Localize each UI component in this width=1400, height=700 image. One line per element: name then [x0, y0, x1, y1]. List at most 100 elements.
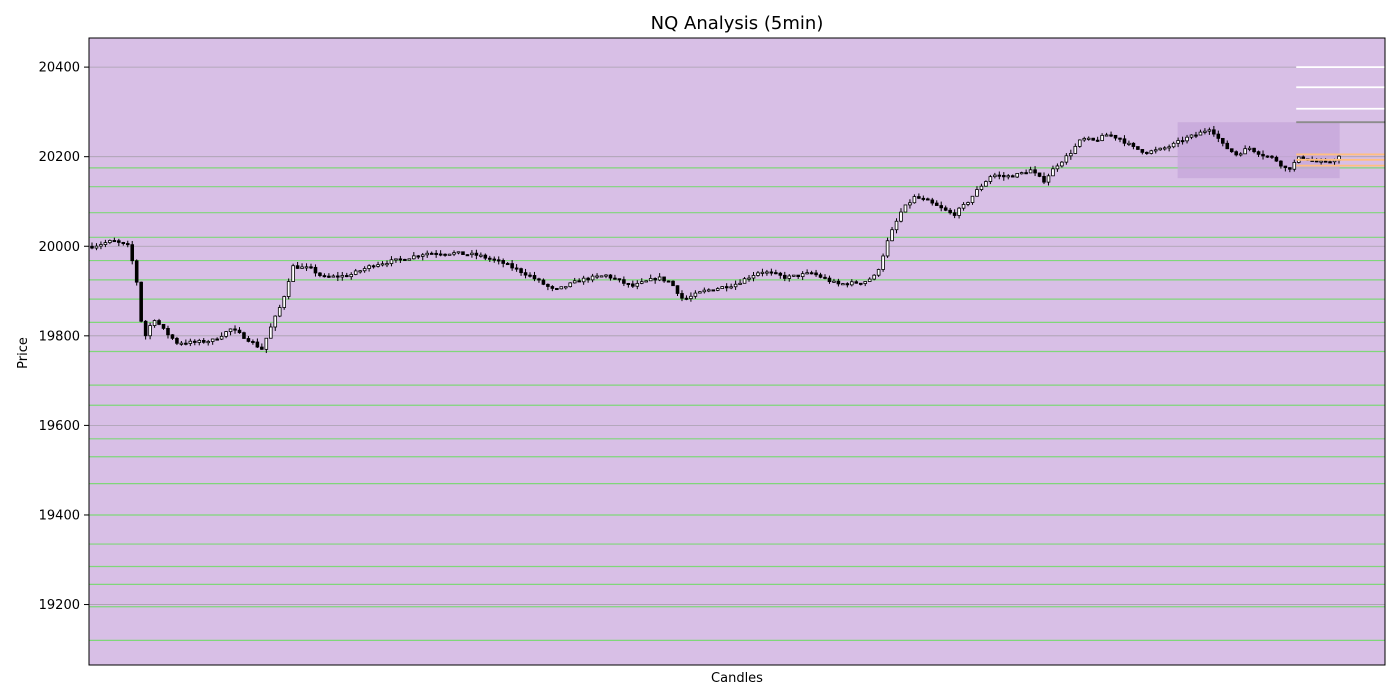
candle-body [184, 342, 188, 345]
candle [827, 275, 832, 284]
candle [210, 338, 215, 345]
candle-body [461, 251, 465, 255]
candle [501, 258, 505, 268]
candle-body [1171, 142, 1176, 148]
candle [193, 339, 197, 346]
candle-body [756, 272, 760, 276]
candle-body [590, 275, 595, 281]
candle-body [782, 274, 787, 279]
candle-body [523, 272, 528, 276]
candle-body [631, 283, 635, 287]
candle [957, 206, 961, 219]
candle-body [917, 196, 921, 199]
candle-body [510, 263, 514, 269]
candle [103, 239, 108, 248]
candle-body [666, 280, 671, 283]
candle-body [1203, 130, 1207, 133]
candle-body [993, 174, 997, 178]
candle [429, 251, 434, 255]
candle [961, 202, 966, 211]
candle [1060, 160, 1064, 168]
candle-body [966, 202, 970, 205]
candle-body [1292, 162, 1297, 170]
candle [756, 271, 760, 277]
candle [108, 239, 112, 245]
candle-body [1136, 146, 1140, 150]
candle [233, 325, 237, 334]
candle [970, 195, 975, 205]
candle [832, 278, 836, 283]
candle-body [1060, 161, 1064, 167]
candle-body [242, 332, 246, 339]
candle [1158, 147, 1163, 151]
candle [568, 282, 573, 288]
candle-body [1301, 156, 1306, 160]
candle [577, 278, 581, 283]
candle-body [1046, 175, 1051, 183]
candle [948, 207, 952, 215]
candle [908, 199, 912, 209]
candle-body [671, 280, 675, 287]
candle-body [219, 335, 224, 340]
candle [1104, 132, 1109, 137]
candle [751, 271, 756, 282]
candle [398, 255, 403, 263]
candle-body [1274, 156, 1279, 162]
candle-body [1100, 134, 1104, 142]
candle-body [501, 260, 505, 264]
candle-body [412, 255, 416, 260]
candle [1234, 150, 1238, 157]
candle [581, 275, 586, 285]
candle [1037, 172, 1042, 178]
candle-body [492, 258, 497, 261]
candle [134, 259, 139, 286]
candle [537, 277, 541, 283]
candle-body [193, 340, 197, 343]
candle [371, 264, 376, 269]
candle [242, 331, 246, 339]
candle [809, 270, 814, 275]
candle-body [926, 198, 930, 201]
candle [1042, 172, 1046, 185]
candle [344, 272, 349, 278]
candle [1051, 165, 1055, 177]
candle [993, 172, 997, 179]
candle [917, 193, 921, 200]
candle-body [881, 255, 885, 270]
candle [385, 260, 389, 268]
candle [1118, 137, 1122, 143]
candle-body [639, 281, 644, 284]
candle-body [872, 274, 876, 280]
candle [747, 275, 751, 282]
candle [622, 276, 626, 287]
candle [286, 278, 291, 300]
candle [148, 322, 152, 340]
candle-body [1283, 165, 1288, 169]
candle [273, 315, 278, 331]
candle-body [613, 277, 617, 280]
candle-body [1033, 169, 1037, 174]
candle [1176, 137, 1180, 148]
candle [130, 240, 135, 265]
candle-body [711, 289, 716, 292]
candle-body [398, 258, 403, 261]
candle-body [693, 292, 698, 297]
candle-body [108, 240, 112, 243]
candle [894, 218, 899, 234]
candle-body [295, 265, 300, 269]
candle [309, 263, 313, 270]
candle [1131, 142, 1136, 150]
y-axis-label: Price [16, 337, 31, 369]
candle-body [282, 296, 286, 308]
candle [215, 337, 219, 341]
candle-body [1194, 134, 1198, 137]
candle [201, 338, 206, 344]
candle-body [1024, 172, 1028, 175]
candle [671, 280, 675, 287]
candle [170, 334, 175, 340]
x-axis-label: Candles [711, 671, 763, 686]
candle [997, 171, 1002, 180]
candle-body [1149, 150, 1154, 154]
candle-body [537, 278, 541, 281]
candle [890, 226, 894, 242]
